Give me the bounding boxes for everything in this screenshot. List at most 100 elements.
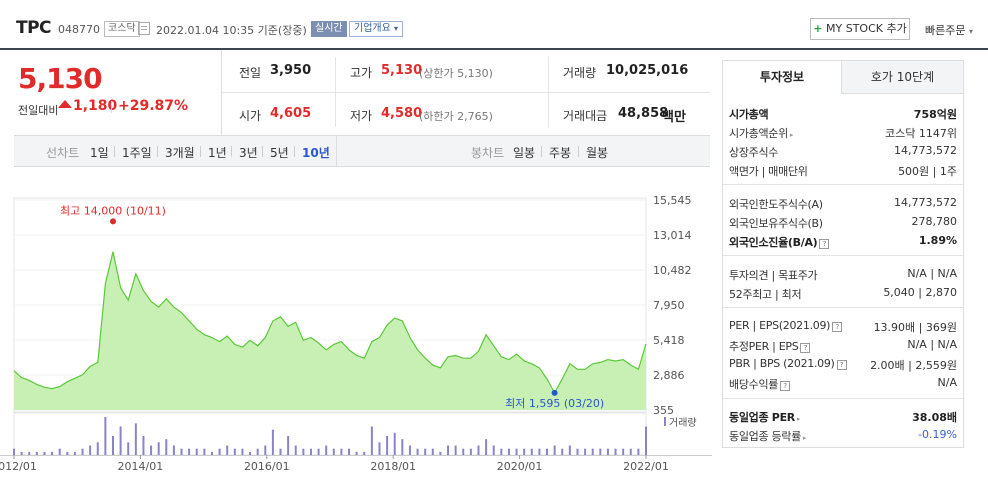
divider [231,146,232,157]
volume-bar [530,448,533,455]
tab-invest-info[interactable]: 투자정보 [723,61,841,94]
market-cap-rank-label[interactable]: 시가총액순위 ▸ [729,127,794,140]
volume-bar [150,445,153,455]
price-change-pct: +29.87% [118,98,189,114]
volume-bar [408,445,411,455]
volume-bar [203,448,206,455]
volume-bar [355,451,358,455]
mystock-add-button[interactable]: + MY STOCK 추가 [810,18,910,40]
industry-per-label[interactable]: 동일업종 PER ▸ [729,411,801,424]
volume-legend-icon [664,417,666,426]
volume-bar [51,451,54,455]
invest-info-panel [722,60,964,448]
volume-bar [500,448,503,455]
volume-bar [507,448,510,455]
realtime-button[interactable]: 실시간 [311,21,347,37]
volume-bar [515,448,518,455]
foreign-holding-value: 278,780 [911,215,958,228]
amount-unit: 백만 [662,110,686,125]
volume-label: 거래량 [563,66,597,80]
y-tick-label: 7,950 [653,299,685,312]
volume-bar [287,436,290,455]
help-icon[interactable]: ? [800,343,811,353]
divider [262,146,263,157]
help-icon[interactable]: ? [836,360,847,370]
volume-bar [431,448,434,455]
volume-bar [73,451,76,455]
volume-bar [35,451,38,455]
price-line [13,251,647,395]
volume-bar [340,448,343,455]
industry-per-value: 38.08배 [912,411,957,424]
divider [114,146,115,157]
volume-bar [249,451,252,455]
calendar-icon [138,22,150,35]
volume-bar [454,445,457,455]
period-bar [14,135,710,167]
volume-bar [546,448,549,455]
x-tick-label: 2020/01 [497,460,543,473]
help-icon[interactable]: ? [832,322,843,332]
foreign-ratio-value: 1.89% [918,234,957,247]
period-1w[interactable]: 1주일 [122,146,152,160]
est-per-eps-label: 추정PER | EPS? [729,338,811,354]
volume-bar [89,445,92,455]
divider [548,57,549,127]
volume-bar [81,448,84,455]
volume-bar [325,445,328,455]
volume-bar [393,432,396,455]
min-marker [551,389,558,396]
volume-bar [348,448,351,455]
help-icon[interactable]: ? [819,239,830,249]
candle-weekly[interactable]: 주봉 [549,146,572,160]
volume-bar [424,448,427,455]
price-chart[interactable]: 15,545 13,014 10,482 7,950 5,418 2,886 355 2012… [0,168,712,485]
min-label: 최저 1,595 (03/20) [505,397,604,410]
caret-icon: ▸ [800,434,807,442]
industry-change-label[interactable]: 동일업종 등락률 ▸ [729,430,807,443]
volume-bar [553,445,556,455]
volume-bar [629,448,632,455]
candle-daily[interactable]: 일봉 [513,146,536,160]
period-10y[interactable]: 10년 [302,146,330,160]
y-tick-label: 15,545 [653,194,692,207]
opinion-label: 투자의견 | 목표주가 [729,269,818,282]
high-label: 고가 [350,66,373,80]
period-5y[interactable]: 5년 [270,146,289,160]
volume-bar [226,445,229,455]
help-icon[interactable]: ? [780,381,791,391]
volume-bar [127,442,130,455]
volume-bar [386,436,389,455]
quick-order-dropdown[interactable]: 빠른주문 ▾ [925,22,973,38]
volume-bar [332,448,335,455]
volume-bar [188,448,191,455]
volume-bar [13,448,15,455]
divider [157,146,158,157]
tab-orderbook[interactable]: 호가 10단계 [841,61,963,94]
current-price: 5,130 [18,62,103,95]
volume-bar [584,448,587,455]
candle-monthly[interactable]: 월봉 [586,146,609,160]
y-tick-label: 13,014 [653,229,692,242]
amount-label: 거래대금 [563,109,608,123]
divider [541,146,542,157]
par-value-value: 500원 | 1주 [898,165,957,178]
volume-bar [96,442,99,455]
market-cap-label: 시가총액 [729,108,769,121]
period-3y[interactable]: 3년 [239,146,258,160]
y-tick-label: 10,482 [653,264,692,277]
volume-bar [104,417,107,455]
volume-bar [43,451,46,455]
y-tick-label: 2,886 [653,369,685,382]
company-info-dropdown[interactable]: 기업개요 ▾ [349,21,404,37]
per-eps-value: 13.90배 | 369원 [873,321,957,334]
volume-bar [264,445,267,455]
period-1y[interactable]: 1년 [208,146,227,160]
volume-bar [606,448,609,455]
period-3m[interactable]: 3개월 [165,146,195,160]
volume-bar [172,445,175,455]
y-tick-label: 5,418 [653,334,685,347]
divider [723,398,963,399]
volume-bar [645,426,647,455]
period-1d[interactable]: 1일 [90,146,109,160]
